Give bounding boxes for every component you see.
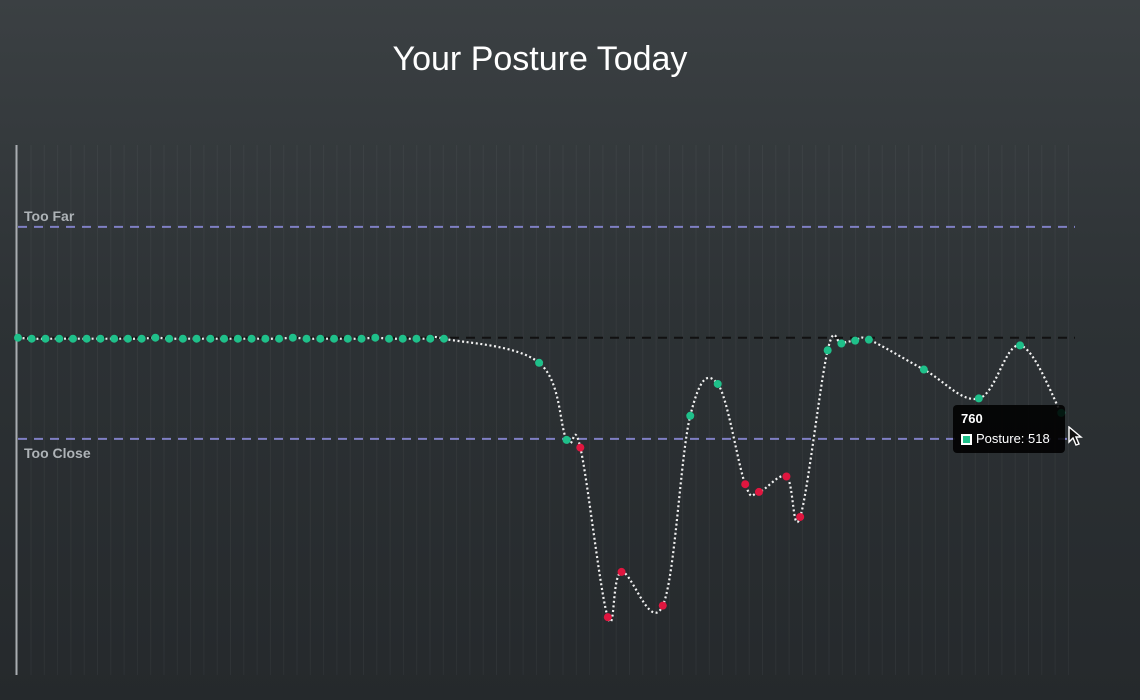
posture-point-good[interactable] bbox=[398, 334, 407, 343]
posture-point-good[interactable] bbox=[426, 334, 435, 343]
point-tooltip: 760 Posture: 518 bbox=[953, 405, 1065, 453]
posture-point-good[interactable] bbox=[275, 334, 284, 343]
posture-point-good[interactable] bbox=[27, 334, 36, 343]
tooltip-title: 760 bbox=[961, 411, 983, 426]
reference-label: Too Close bbox=[24, 445, 91, 461]
reference-lines: Too Far Too Close bbox=[18, 208, 1075, 461]
posture-point-bad[interactable] bbox=[741, 480, 750, 489]
posture-point-good[interactable] bbox=[206, 334, 215, 343]
posture-point-good[interactable] bbox=[837, 339, 846, 348]
posture-point-good[interactable] bbox=[55, 334, 64, 343]
posture-point-good[interactable] bbox=[192, 334, 201, 343]
posture-point-good[interactable] bbox=[316, 334, 325, 343]
posture-point-good[interactable] bbox=[412, 334, 421, 343]
posture-point-good[interactable] bbox=[357, 334, 366, 343]
posture-point-good[interactable] bbox=[110, 334, 119, 343]
posture-point-bad[interactable] bbox=[617, 567, 626, 576]
posture-points[interactable] bbox=[14, 333, 1066, 622]
posture-point-good[interactable] bbox=[41, 334, 50, 343]
posture-point-good[interactable] bbox=[165, 334, 174, 343]
posture-point-good[interactable] bbox=[14, 333, 22, 342]
posture-point-good[interactable] bbox=[330, 334, 339, 343]
posture-point-good[interactable] bbox=[233, 334, 242, 343]
posture-point-good[interactable] bbox=[864, 335, 873, 344]
posture-point-good[interactable] bbox=[220, 334, 229, 343]
posture-point-good[interactable] bbox=[686, 411, 695, 420]
posture-point-bad[interactable] bbox=[576, 443, 585, 452]
posture-point-good[interactable] bbox=[302, 334, 311, 343]
posture-point-good[interactable] bbox=[151, 333, 160, 342]
reference-label: Too Far bbox=[24, 208, 75, 224]
posture-point-good[interactable] bbox=[288, 333, 297, 342]
posture-point-bad[interactable] bbox=[603, 613, 612, 622]
mouse-cursor-icon bbox=[1068, 426, 1083, 446]
posture-point-good[interactable] bbox=[82, 334, 91, 343]
posture-point-good[interactable] bbox=[385, 334, 394, 343]
posture-point-good[interactable] bbox=[247, 334, 256, 343]
posture-point-good[interactable] bbox=[68, 334, 77, 343]
posture-point-good[interactable] bbox=[123, 334, 132, 343]
posture-point-good[interactable] bbox=[535, 358, 544, 367]
posture-point-good[interactable] bbox=[96, 334, 105, 343]
posture-point-good[interactable] bbox=[439, 334, 448, 343]
posture-point-good[interactable] bbox=[371, 333, 380, 342]
grid-lines bbox=[30, 145, 1069, 675]
posture-point-good[interactable] bbox=[823, 346, 832, 355]
posture-point-good[interactable] bbox=[261, 334, 270, 343]
posture-point-good[interactable] bbox=[562, 435, 571, 444]
posture-point-good[interactable] bbox=[178, 334, 187, 343]
posture-point-good[interactable] bbox=[343, 334, 352, 343]
chart-title: Your Posture Today bbox=[392, 40, 688, 78]
posture-line bbox=[17, 333, 1063, 623]
posture-point-good[interactable] bbox=[974, 394, 983, 403]
posture-point-good[interactable] bbox=[713, 379, 722, 388]
posture-point-good[interactable] bbox=[137, 334, 146, 343]
tooltip-row: Posture: 518 bbox=[961, 430, 1057, 448]
posture-point-bad[interactable] bbox=[782, 472, 791, 481]
posture-point-good[interactable] bbox=[851, 336, 860, 345]
posture-point-bad[interactable] bbox=[754, 487, 763, 496]
posture-point-good[interactable] bbox=[1016, 341, 1025, 350]
posture-point-good[interactable] bbox=[919, 365, 928, 374]
posture-point-bad[interactable] bbox=[796, 512, 805, 521]
tooltip-value: Posture: 518 bbox=[976, 431, 1050, 446]
tooltip-swatch bbox=[961, 433, 972, 445]
posture-point-bad[interactable] bbox=[658, 601, 667, 610]
